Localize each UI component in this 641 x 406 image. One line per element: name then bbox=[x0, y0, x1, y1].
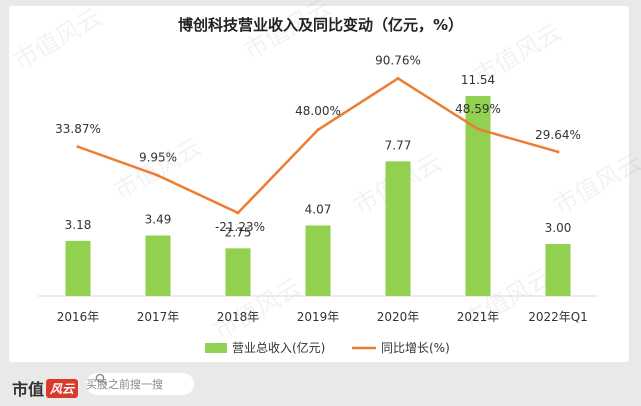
x-tick-label: 2018年 bbox=[217, 310, 260, 324]
line-point bbox=[316, 128, 320, 132]
search-icon bbox=[95, 373, 107, 385]
footer-bar: 市值 风云 买股之前搜一搜 bbox=[0, 368, 641, 406]
bar-value-label: 3.00 bbox=[545, 221, 572, 235]
bar bbox=[545, 244, 571, 296]
x-tick-label: 2020年 bbox=[377, 310, 420, 324]
line-point bbox=[396, 76, 400, 80]
legend-label-bar: 营业总收入(亿元) bbox=[232, 340, 325, 355]
line-value-label: -21.23% bbox=[215, 220, 265, 234]
legend-label-line: 同比增长(%) bbox=[381, 341, 450, 355]
bar-value-label: 4.07 bbox=[305, 202, 332, 216]
line-point bbox=[156, 173, 160, 177]
x-tick-label: 2017年 bbox=[137, 310, 180, 324]
line-point bbox=[476, 127, 480, 131]
line-value-label: 29.64% bbox=[535, 128, 581, 142]
bar bbox=[465, 96, 491, 296]
x-tick-label: 2016年 bbox=[57, 310, 100, 324]
bar-value-label: 2.75 bbox=[225, 225, 252, 239]
watermark-text: 市值风云 bbox=[9, 3, 106, 75]
chart-title: 博创科技营业收入及同比变动（亿元，%） bbox=[177, 16, 464, 34]
bar bbox=[385, 161, 411, 296]
bar-value-label: 3.18 bbox=[65, 218, 92, 232]
legend-swatch-bar bbox=[205, 343, 227, 353]
line-point bbox=[76, 145, 80, 149]
brand-logo: 市值 风云 bbox=[12, 376, 79, 400]
search-pill[interactable]: 买股之前搜一搜 bbox=[86, 373, 194, 395]
x-tick-label: 2021年 bbox=[457, 310, 500, 324]
line-value-label: 90.76% bbox=[375, 53, 421, 67]
bar-value-label: 3.49 bbox=[145, 213, 172, 227]
watermark-text: 市值风云 bbox=[549, 148, 641, 220]
watermark-text: 市值风云 bbox=[109, 133, 206, 205]
brand-text: 市值 bbox=[12, 380, 45, 399]
chart-card bbox=[9, 6, 629, 362]
bar bbox=[225, 248, 251, 296]
line-value-label: 48.00% bbox=[295, 104, 341, 118]
combo-chart: 市值风云市值风云市值风云市值风云市值风云市值风云市值风云市值风云 3.183.4… bbox=[9, 0, 641, 355]
search-text: 买股之前搜一搜 bbox=[86, 378, 163, 391]
x-tick-label: 2022年Q1 bbox=[528, 310, 588, 324]
line-value-label: 33.87% bbox=[55, 122, 101, 136]
bar-value-label: 7.77 bbox=[385, 138, 412, 152]
bar bbox=[145, 235, 171, 296]
bar-value-label: 11.54 bbox=[461, 73, 495, 87]
brand-mark: 风云 bbox=[46, 378, 79, 398]
bar bbox=[65, 240, 91, 296]
line-value-label: 9.95% bbox=[139, 150, 177, 164]
bar bbox=[305, 225, 331, 296]
x-tick-label: 2019年 bbox=[297, 310, 340, 324]
line-point bbox=[236, 211, 240, 215]
line-point bbox=[556, 150, 560, 154]
line-value-label: 48.59% bbox=[455, 102, 501, 116]
watermark-text: 市值风云 bbox=[239, 0, 336, 65]
